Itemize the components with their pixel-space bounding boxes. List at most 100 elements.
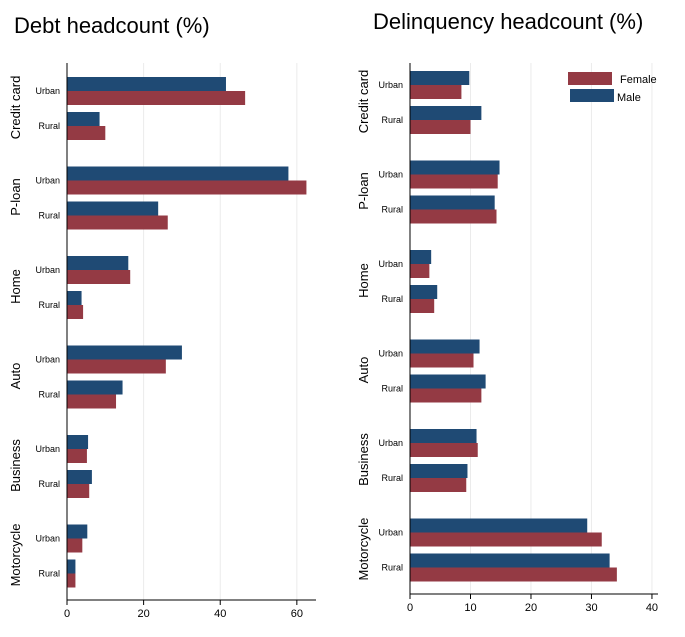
- delinquency-bar-motorcycle-rural-male: [410, 553, 610, 568]
- delinquency-bar-business-urban-male: [410, 429, 477, 443]
- legend-swatch-female: [568, 72, 612, 85]
- debt-bar-auto-urban-male: [67, 345, 182, 360]
- debt-bar-p-loan-urban-female: [67, 180, 307, 195]
- debt-group-label-motorcycle: Motorcycle: [8, 524, 23, 587]
- debt-sub-label-credit-card-urban: Urban: [35, 86, 60, 96]
- debt-chart-title: Debt headcount (%): [14, 13, 210, 38]
- delinquency-bar-credit-card-urban-male: [410, 71, 470, 85]
- delinquency-sub-label-credit-card-rural: Rural: [381, 115, 403, 125]
- delinquency-bar-auto-rural-female: [410, 388, 482, 403]
- legend-swatch-male: [570, 89, 614, 102]
- debt-bar-auto-rural-female: [67, 394, 117, 409]
- delinquency-bar-business-urban-female: [410, 443, 478, 457]
- debt-bar-p-loan-urban-male: [67, 166, 289, 181]
- delinquency-bar-credit-card-urban-female: [410, 85, 462, 99]
- delinquency-sub-label-auto-urban: Urban: [378, 349, 403, 359]
- delinquency-bars: [410, 71, 617, 582]
- debt-bar-p-loan-rural-male: [67, 201, 159, 216]
- delinquency-sub-label-business-urban: Urban: [378, 438, 403, 448]
- debt-x-tick-label-60: 60: [291, 608, 303, 620]
- delinquency-group-label-motorcycle: Motorcycle: [356, 518, 371, 581]
- delinquency-bar-auto-urban-male: [410, 339, 480, 354]
- debt-bar-motorcycle-urban-male: [67, 524, 88, 539]
- debt-sub-label-p-loan-rural: Rural: [38, 211, 60, 221]
- debt-sub-label-motorcycle-urban: Urban: [35, 534, 60, 544]
- debt-sub-label-credit-card-rural: Rural: [38, 121, 60, 131]
- delinquency-group-label-home: Home: [356, 263, 371, 298]
- delinquency-x-tick-label-30: 30: [585, 602, 597, 614]
- debt-sub-label-auto-rural: Rural: [38, 390, 60, 400]
- delinquency-sub-label-home-urban: Urban: [378, 259, 403, 269]
- debt-bar-business-rural-male: [67, 470, 92, 484]
- delinquency-axes: 0 10 20 30 40: [407, 63, 658, 614]
- debt-bar-motorcycle-rural-male: [67, 559, 76, 574]
- debt-group-label-credit-card: Credit card: [8, 76, 23, 140]
- delinquency-bar-p-loan-urban-male: [410, 160, 500, 175]
- delinquency-gridlines: [469, 63, 653, 594]
- debt-bar-credit-card-rural-female: [67, 126, 106, 140]
- delinquency-bar-motorcycle-urban-female: [410, 532, 602, 547]
- delinquency-bar-home-urban-female: [410, 264, 430, 278]
- debt-sub-label-business-rural: Rural: [38, 479, 60, 489]
- delinquency-group-label-business: Business: [356, 433, 371, 486]
- delinquency-sub-label-home-rural: Rural: [381, 294, 403, 304]
- delinquency-group-label-p-loan: P-loan: [356, 172, 371, 210]
- delinquency-bar-home-rural-female: [410, 299, 435, 313]
- debt-bar-business-urban-male: [67, 435, 89, 449]
- delinquency-category-labels: Credit card Urban Rural P-loan Urban Rural Hom…: [356, 70, 403, 581]
- debt-bar-auto-urban-female: [67, 359, 166, 374]
- debt-sub-label-motorcycle-rural: Rural: [38, 569, 60, 579]
- debt-sub-label-home-urban: Urban: [35, 265, 60, 275]
- delinquency-x-tick-label-0: 0: [407, 602, 413, 614]
- debt-axes: 0 20 40 60: [64, 63, 316, 620]
- delinquency-bar-credit-card-rural-male: [410, 106, 482, 120]
- chart-legend: Female Male: [568, 72, 657, 104]
- delinquency-sub-label-motorcycle-urban: Urban: [378, 528, 403, 538]
- legend-label-female: Female: [620, 74, 657, 86]
- debt-bar-credit-card-rural-male: [67, 112, 100, 126]
- debt-group-label-p-loan: P-loan: [8, 178, 23, 216]
- debt-headcount-panel: Debt headcount (%) 0 20 40 60 Credit card Ur…: [8, 13, 316, 620]
- debt-x-tick-label-40: 40: [214, 608, 226, 620]
- delinquency-bar-p-loan-rural-male: [410, 195, 495, 210]
- debt-group-label-auto: Auto: [8, 363, 23, 390]
- delinquency-chart-title: Delinquency headcount (%): [373, 9, 643, 34]
- delinquency-x-tick-label-40: 40: [646, 602, 658, 614]
- debt-bar-motorcycle-rural-female: [67, 573, 76, 588]
- debt-bar-credit-card-urban-male: [67, 77, 226, 91]
- delinquency-bar-p-loan-rural-female: [410, 209, 497, 224]
- debt-bar-auto-rural-male: [67, 380, 123, 395]
- delinquency-group-label-auto: Auto: [356, 357, 371, 384]
- debt-bar-p-loan-rural-female: [67, 215, 168, 230]
- debt-sub-label-auto-urban: Urban: [35, 355, 60, 365]
- delinquency-bar-home-urban-male: [410, 250, 432, 264]
- debt-sub-label-business-urban: Urban: [35, 444, 60, 454]
- delinquency-group-label-credit-card: Credit card: [356, 70, 371, 134]
- delinquency-x-tick-label-20: 20: [525, 602, 537, 614]
- debt-category-labels: Credit card Urban Rural P-loan Urban Rural Hom…: [8, 76, 60, 587]
- delinquency-bar-credit-card-rural-female: [410, 120, 471, 134]
- delinquency-bar-business-rural-male: [410, 464, 468, 478]
- debt-bars: [67, 77, 307, 588]
- debt-group-label-business: Business: [8, 439, 23, 492]
- debt-bar-business-urban-female: [67, 449, 87, 463]
- debt-x-tick-label-20: 20: [137, 608, 149, 620]
- delinquency-headcount-panel: Delinquency headcount (%) 0 10 20 30 40 Cred…: [356, 9, 658, 614]
- debt-bar-credit-card-urban-female: [67, 91, 246, 105]
- legend-label-male: Male: [617, 92, 641, 104]
- debt-group-label-home: Home: [8, 269, 23, 304]
- debt-sub-label-home-rural: Rural: [38, 300, 60, 310]
- debt-bar-home-urban-female: [67, 270, 131, 284]
- delinquency-bar-business-rural-female: [410, 478, 467, 492]
- debt-bar-business-rural-female: [67, 484, 90, 498]
- delinquency-bar-auto-urban-female: [410, 353, 474, 368]
- debt-bar-home-urban-male: [67, 256, 129, 270]
- delinquency-x-tick-label-10: 10: [464, 602, 476, 614]
- delinquency-sub-label-business-rural: Rural: [381, 473, 403, 483]
- delinquency-sub-label-auto-rural: Rural: [381, 384, 403, 394]
- delinquency-bar-home-rural-male: [410, 285, 438, 299]
- delinquency-sub-label-p-loan-urban: Urban: [378, 170, 403, 180]
- delinquency-bar-p-loan-urban-female: [410, 174, 498, 189]
- debt-sub-label-p-loan-urban: Urban: [35, 176, 60, 186]
